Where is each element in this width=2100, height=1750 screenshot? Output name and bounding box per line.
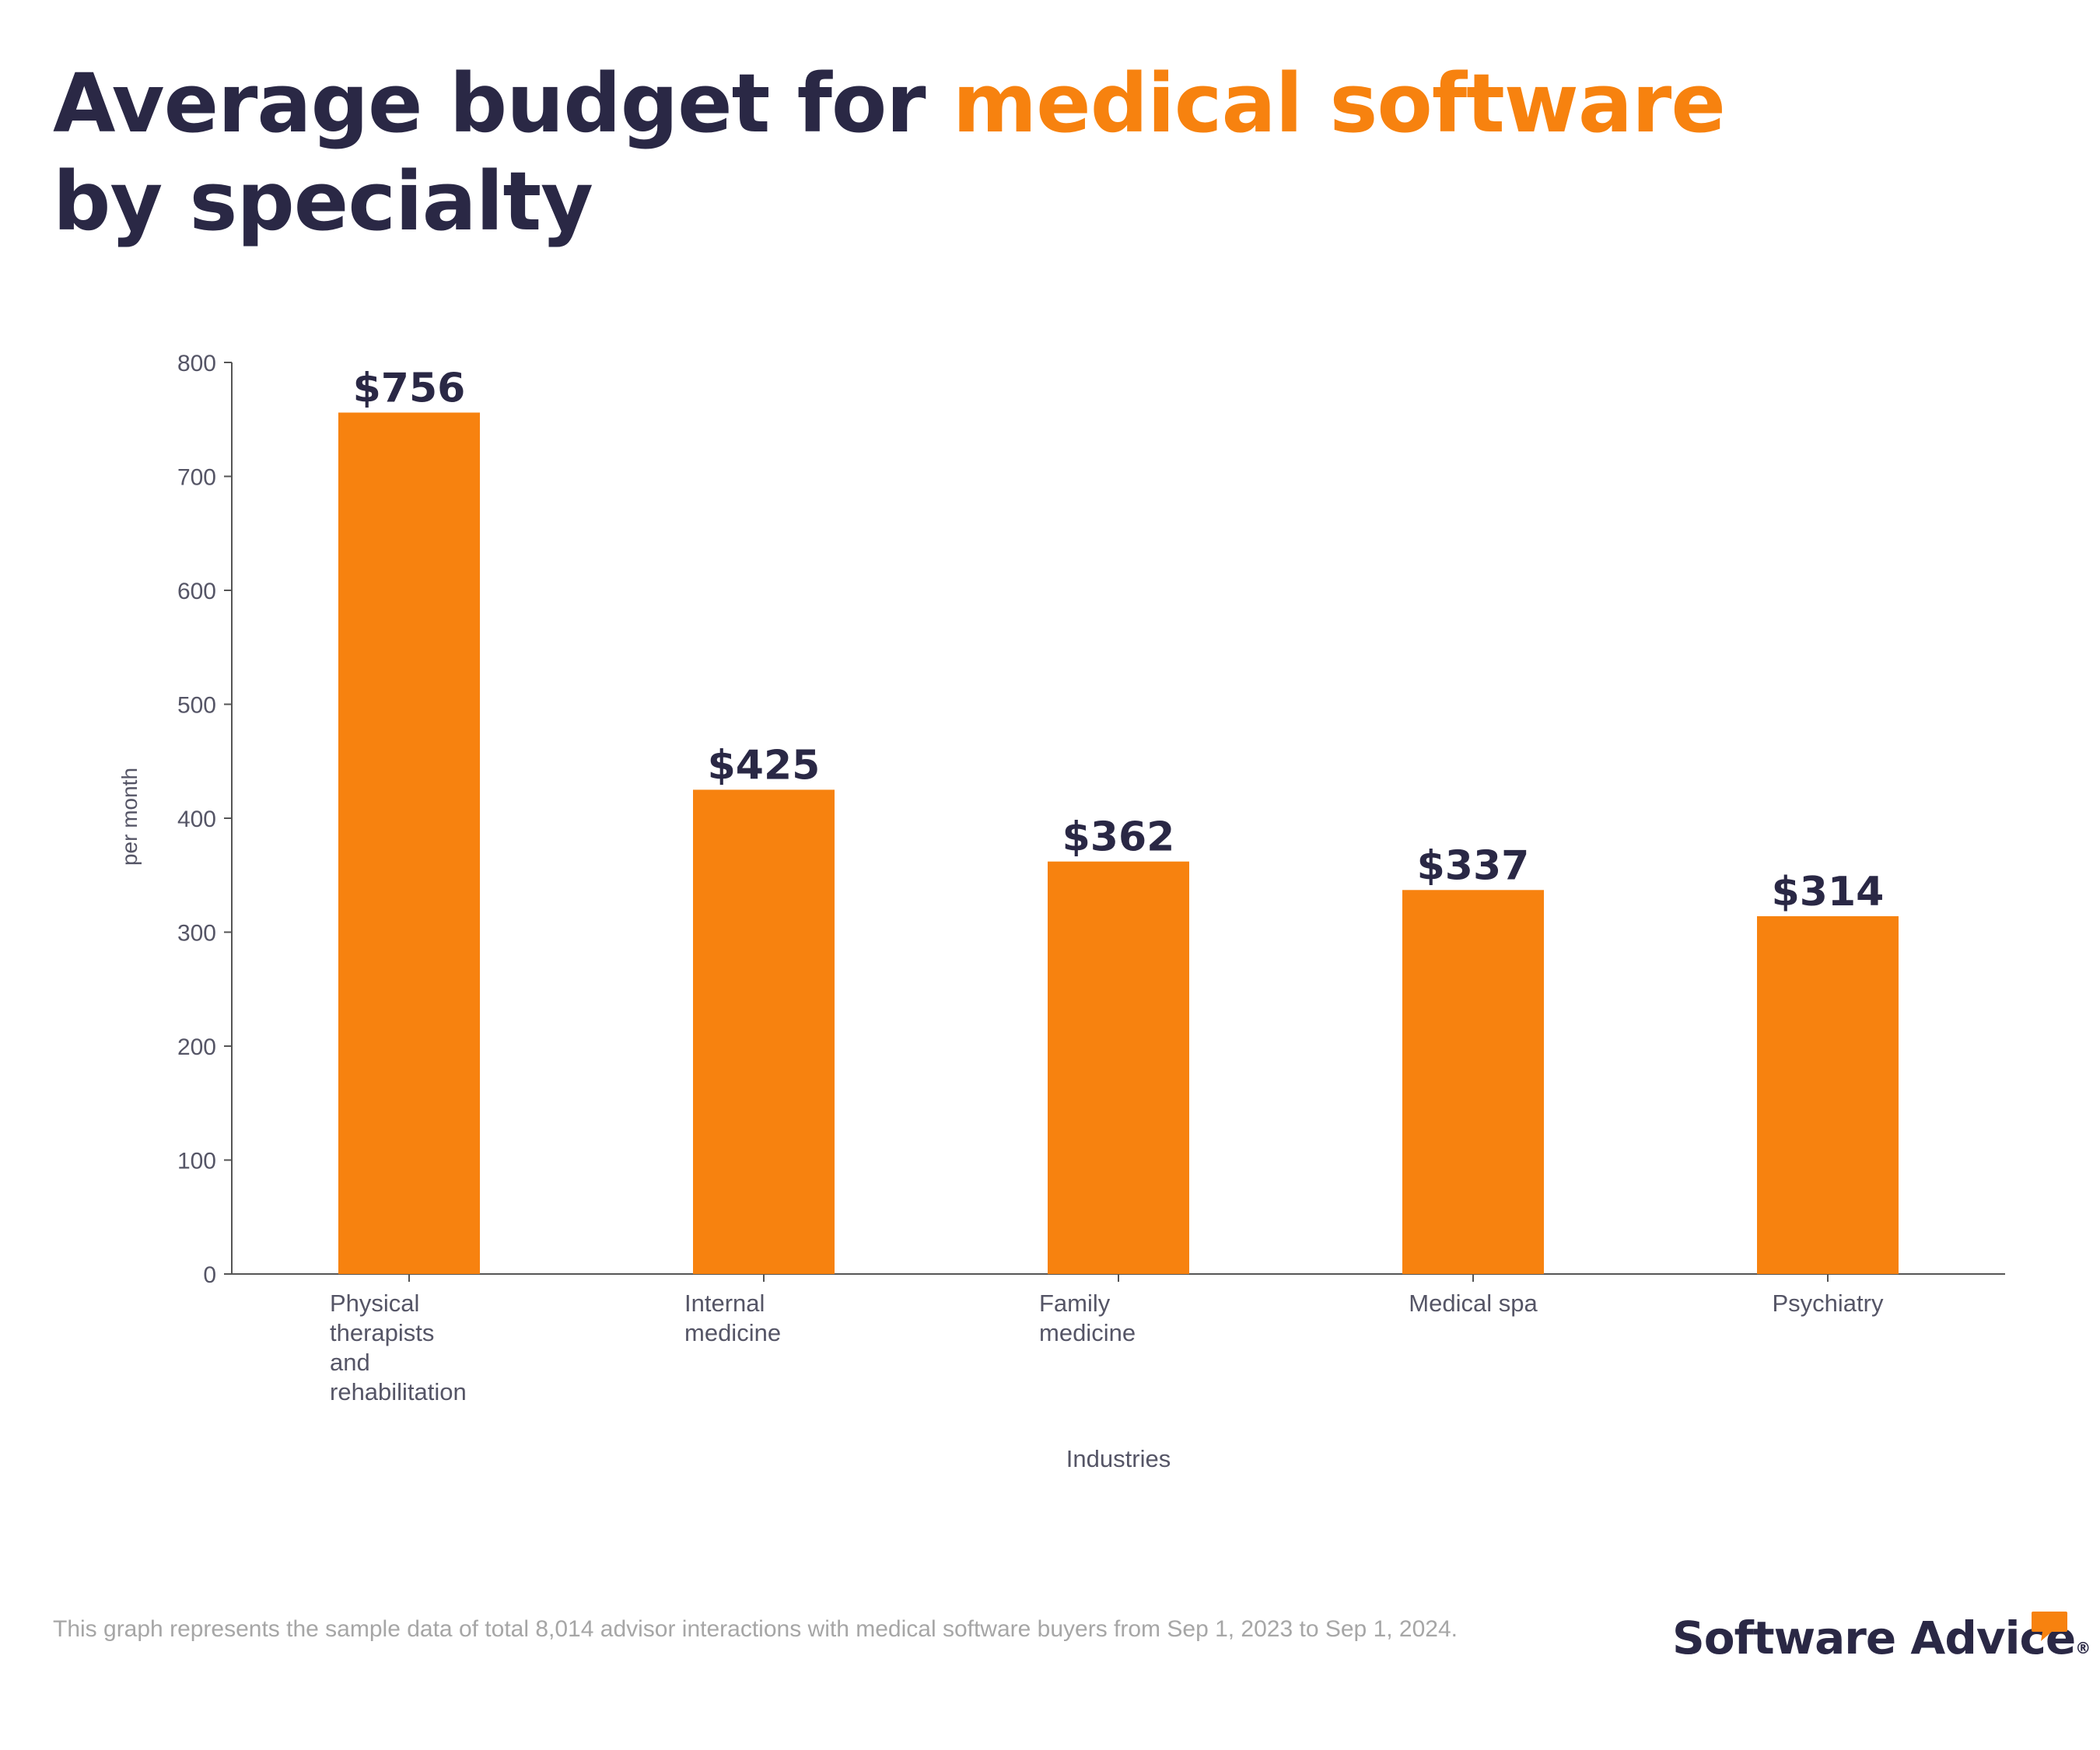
title-highlight: medical software bbox=[952, 56, 1726, 151]
bar[interactable] bbox=[338, 412, 480, 1275]
x-tick-label: Internal medicine bbox=[684, 1290, 781, 1346]
data-label: $425 bbox=[708, 742, 821, 789]
y-tick-label: 0 bbox=[203, 1262, 216, 1288]
x-tick-label-line: rehabilitation bbox=[330, 1378, 467, 1405]
x-tick-label-line: Psychiatry bbox=[1773, 1290, 1884, 1317]
x-tick-label-line: Family bbox=[1039, 1290, 1111, 1317]
y-tick-label: 200 bbox=[177, 1034, 216, 1060]
y-tick-label: 300 bbox=[177, 921, 216, 947]
x-axis-label: Industries bbox=[1066, 1445, 1171, 1472]
x-tick-label: Family medicine bbox=[1039, 1290, 1136, 1346]
title-text-after: by specialty bbox=[53, 154, 593, 249]
x-tick-label-line: medicine bbox=[684, 1319, 781, 1346]
data-label: $756 bbox=[353, 365, 466, 411]
bar[interactable] bbox=[693, 789, 835, 1274]
y-axis-label: per month bbox=[117, 768, 142, 866]
logo-text: Software Advice® bbox=[1672, 1612, 2091, 1664]
x-tick-label: Physical therapists and rehabilitation bbox=[330, 1290, 467, 1405]
data-label: $314 bbox=[1772, 869, 1885, 915]
data-label: $337 bbox=[1417, 842, 1530, 889]
speech-bubble-icon bbox=[2032, 1612, 2067, 1641]
x-tick-label-line: therapists bbox=[330, 1319, 434, 1346]
title-text-before: Average budget for bbox=[53, 56, 953, 151]
y-tick-label: 100 bbox=[177, 1149, 216, 1174]
software-advice-logo[interactable]: Software Advice® bbox=[1672, 1612, 2091, 1682]
x-tick-label-line: Physical bbox=[330, 1290, 419, 1317]
y-tick-label: 700 bbox=[177, 465, 216, 491]
bar-chart: 0 100 200 300 400 500 600 700 800 per month $756 Ph… bbox=[117, 351, 2005, 1472]
y-tick-label: 500 bbox=[177, 693, 216, 719]
logo-name: Software Advice bbox=[1672, 1612, 2076, 1664]
bar[interactable] bbox=[1048, 861, 1189, 1274]
y-tick-label: 600 bbox=[177, 579, 216, 604]
x-tick-label: Psychiatry bbox=[1773, 1290, 1884, 1317]
y-tick-label: 800 bbox=[177, 351, 216, 376]
x-tick-label-line: medicine bbox=[1039, 1319, 1136, 1346]
y-tick-label: 400 bbox=[177, 807, 216, 832]
data-label: $362 bbox=[1062, 814, 1175, 861]
chart-title: Average budget for medical software by s… bbox=[53, 54, 1842, 250]
x-tick-label-line: Medical spa bbox=[1409, 1290, 1538, 1317]
bar[interactable] bbox=[1402, 890, 1544, 1274]
bar[interactable] bbox=[1757, 915, 1899, 1274]
x-tick-label-line: and bbox=[330, 1349, 370, 1376]
x-tick-label: Medical spa bbox=[1409, 1290, 1538, 1317]
x-tick-label-line: Internal bbox=[684, 1290, 765, 1317]
logo-registered-mark: ® bbox=[2075, 1639, 2091, 1657]
footnote: This graph represents the sample data of… bbox=[53, 1616, 1458, 1642]
